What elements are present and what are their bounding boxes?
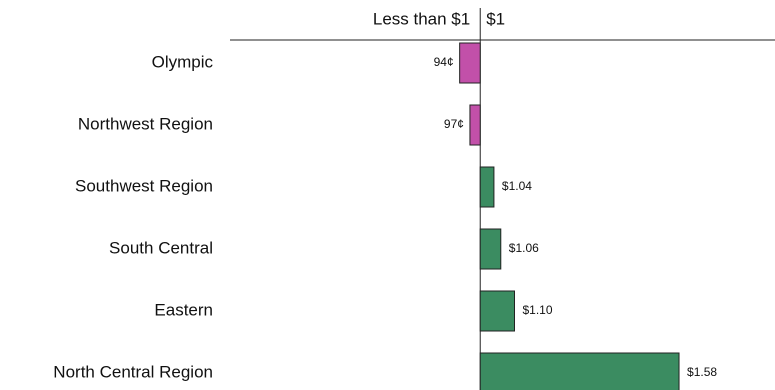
value-label: $1.06 <box>509 241 539 255</box>
baseline-label: $1 <box>486 9 505 28</box>
value-label: $1.58 <box>687 365 717 379</box>
value-label: 97¢ <box>444 117 464 131</box>
bar <box>479 228 502 270</box>
category-label: Eastern <box>154 300 213 319</box>
below-label: Less than $1 <box>373 9 470 28</box>
bar <box>459 42 481 84</box>
category-label: Olympic <box>152 52 214 71</box>
bar <box>479 166 495 208</box>
bar <box>469 104 481 146</box>
category-label: North Central Region <box>53 362 213 381</box>
category-label: Southwest Region <box>75 176 213 195</box>
value-label: 94¢ <box>434 55 454 69</box>
category-label: South Central <box>109 238 213 257</box>
value-label: $1.04 <box>502 179 532 193</box>
bar <box>479 352 680 390</box>
category-label: Northwest Region <box>78 114 213 133</box>
bar <box>479 290 515 332</box>
value-label: $1.10 <box>522 303 552 317</box>
